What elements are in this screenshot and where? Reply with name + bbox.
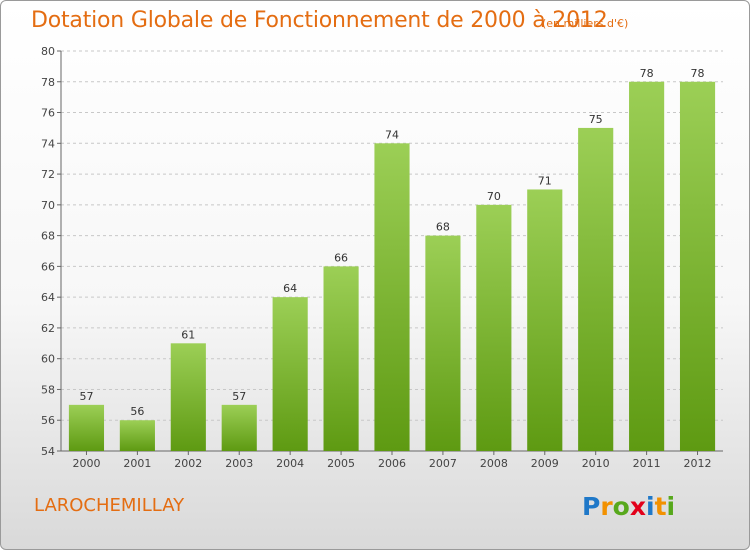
x-tick-label-2009: 2009 bbox=[531, 457, 559, 470]
logo-letter: i bbox=[666, 492, 676, 521]
x-tick-label-2012: 2012 bbox=[684, 457, 712, 470]
chart-title: Dotation Globale de Fonctionnement de 20… bbox=[31, 8, 608, 33]
x-tick-label-2000: 2000 bbox=[72, 457, 100, 470]
bar-2005 bbox=[323, 266, 359, 451]
x-tick-label-2010: 2010 bbox=[582, 457, 610, 470]
y-tick-label-78: 78 bbox=[41, 76, 55, 89]
bar-2008 bbox=[476, 204, 512, 451]
value-label-2008: 70 bbox=[487, 190, 501, 203]
value-label-2010: 75 bbox=[589, 113, 603, 126]
value-label-2007: 68 bbox=[436, 221, 450, 234]
logo-letter: x bbox=[629, 492, 646, 521]
logo-letter: i bbox=[646, 492, 655, 521]
bar-2000 bbox=[68, 404, 105, 451]
value-label-2009: 71 bbox=[538, 174, 552, 187]
y-tick-label-68: 68 bbox=[41, 230, 55, 243]
logo-letter: r bbox=[600, 492, 613, 521]
x-tick-label-2003: 2003 bbox=[225, 457, 253, 470]
value-label-2005: 66 bbox=[334, 251, 348, 264]
value-label-2012: 78 bbox=[691, 67, 705, 80]
y-tick-label-64: 64 bbox=[41, 291, 55, 304]
bar-2006 bbox=[374, 143, 410, 452]
x-tick-label-2001: 2001 bbox=[123, 457, 151, 470]
y-tick-label-60: 60 bbox=[41, 353, 55, 366]
value-label-2004: 64 bbox=[283, 282, 297, 295]
value-label-2002: 61 bbox=[181, 328, 195, 341]
y-tick-label-74: 74 bbox=[41, 137, 55, 150]
x-tick-label-2005: 2005 bbox=[327, 457, 355, 470]
bar-2011 bbox=[629, 81, 665, 452]
value-label-2001: 56 bbox=[130, 405, 144, 418]
bar-2010 bbox=[578, 127, 614, 451]
x-tick-label-2006: 2006 bbox=[378, 457, 406, 470]
bar-2001 bbox=[119, 420, 155, 451]
bars bbox=[68, 81, 716, 452]
logo-letter: t bbox=[654, 492, 667, 521]
bar-2007 bbox=[425, 235, 461, 451]
bar-2004 bbox=[272, 297, 308, 451]
x-tick-label-2002: 2002 bbox=[174, 457, 202, 470]
bar-2003 bbox=[221, 404, 257, 451]
y-tick-label-72: 72 bbox=[41, 168, 55, 181]
value-label-2000: 57 bbox=[79, 390, 93, 403]
y-tick-label-62: 62 bbox=[41, 322, 55, 335]
logo-letter: o bbox=[612, 492, 630, 521]
y-tick-label-56: 56 bbox=[41, 414, 55, 427]
y-tick-label-80: 80 bbox=[41, 45, 55, 58]
y-tick-label-76: 76 bbox=[41, 107, 55, 120]
bar-2012 bbox=[679, 81, 716, 452]
chart-subtitle: (en milliers d'€) bbox=[542, 17, 629, 30]
x-tick-label-2008: 2008 bbox=[480, 457, 508, 470]
y-tick-label-66: 66 bbox=[41, 260, 55, 273]
x-tick-label-2011: 2011 bbox=[633, 457, 661, 470]
y-tick-label-70: 70 bbox=[41, 199, 55, 212]
logo-letter: P bbox=[582, 492, 601, 521]
proxiti-logo[interactable]: Proxiti bbox=[582, 492, 675, 521]
bar-2009 bbox=[527, 189, 563, 451]
labels: 54 56 58 60 62 64 66 68 70 72 74 76 78 80 57 2000 56 2001… bbox=[41, 45, 712, 470]
value-label-2011: 78 bbox=[640, 67, 654, 80]
commune-name: LAROCHEMILLAY bbox=[34, 495, 185, 516]
y-tick-label-54: 54 bbox=[41, 445, 55, 458]
bar-2002 bbox=[170, 343, 206, 451]
value-label-2003: 57 bbox=[232, 390, 246, 403]
value-label-2006: 74 bbox=[385, 128, 399, 141]
x-tick-label-2007: 2007 bbox=[429, 457, 457, 470]
x-tick-label-2004: 2004 bbox=[276, 457, 304, 470]
y-tick-label-58: 58 bbox=[41, 383, 55, 396]
